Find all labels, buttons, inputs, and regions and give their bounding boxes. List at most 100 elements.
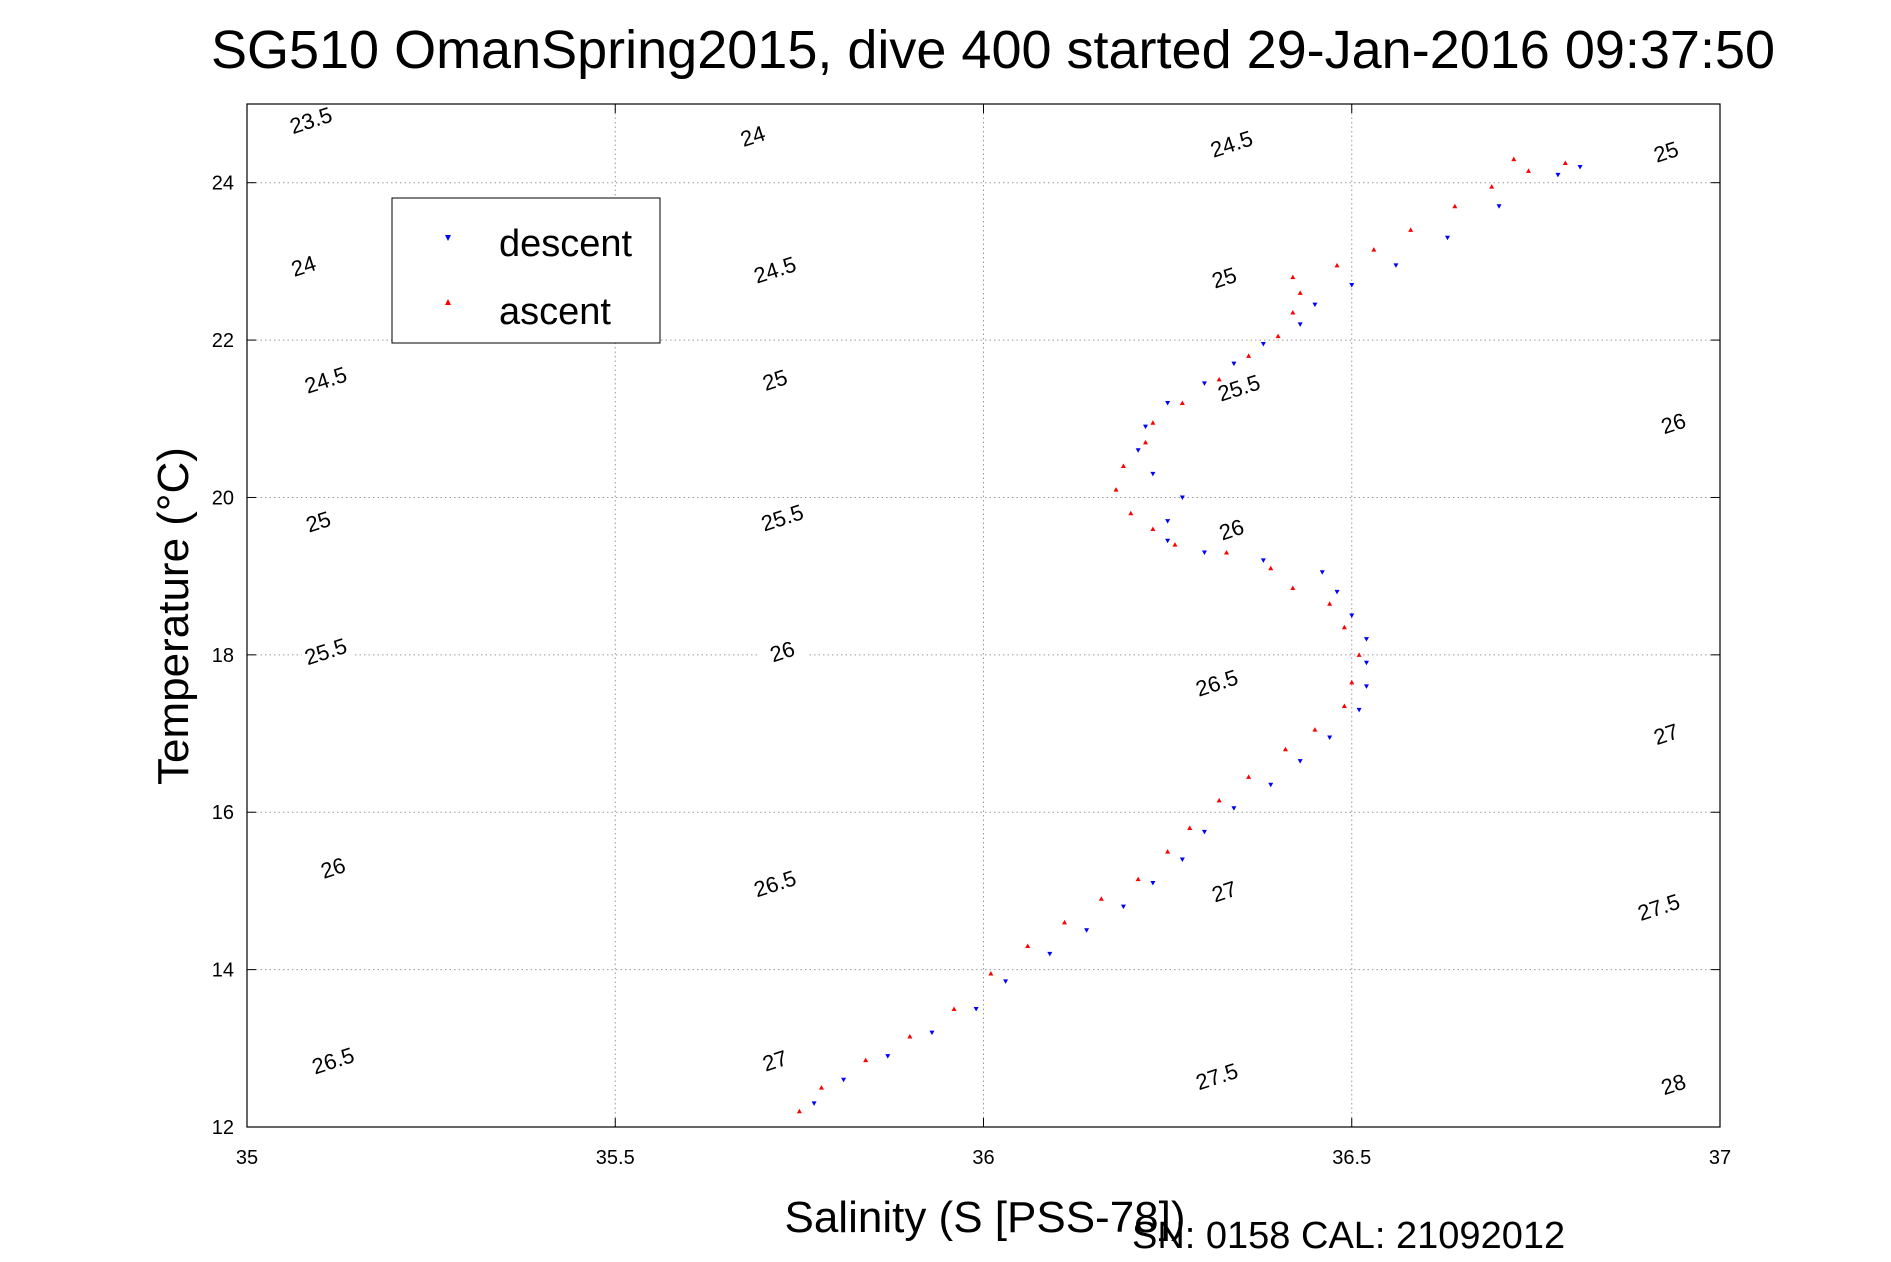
descent-point	[1297, 322, 1303, 327]
contour-label-background	[285, 104, 338, 141]
descent-point	[1179, 857, 1185, 862]
y-tick-label: 18	[212, 645, 234, 667]
contour-label-background	[1206, 514, 1259, 550]
ascent-point	[951, 1006, 957, 1011]
descent-series	[811, 164, 1583, 1106]
descent-point	[1143, 424, 1149, 430]
contour-label-background	[292, 506, 346, 543]
serial-calibration-footer: SN: 0158 CAL: 21092012	[1132, 1215, 1565, 1257]
ascent-point	[1187, 825, 1193, 830]
contour-label-background	[727, 120, 780, 157]
descent-point	[1349, 282, 1355, 288]
x-axis-label: Salinity (S [PSS-78])	[784, 1193, 1185, 1242]
ascent-point	[1165, 849, 1171, 854]
ascent-point	[988, 971, 994, 976]
x-axis-ticks: 35 35.5 36 36.5 37	[236, 104, 1731, 1169]
contour-label-background	[749, 1045, 802, 1082]
ascent-point	[1290, 310, 1296, 315]
contour-label-background	[1198, 876, 1252, 912]
ascent-series	[796, 156, 1568, 1114]
descent-point	[1349, 613, 1355, 618]
ascent-point	[1341, 624, 1347, 630]
contour-label-background	[749, 364, 802, 401]
ascent-point	[1511, 156, 1517, 162]
ascent-point	[1268, 565, 1274, 571]
contour-label-background	[756, 502, 810, 539]
legend-descent-marker	[445, 235, 451, 241]
x-tick-label: 35.5	[596, 1147, 635, 1169]
ascent-point	[1282, 746, 1288, 752]
descent-point	[1577, 164, 1583, 170]
ascent-point	[1135, 876, 1141, 882]
ascent-point	[1113, 487, 1119, 492]
contour-label-background	[1191, 1061, 1244, 1097]
descent-point	[1363, 684, 1369, 689]
descent-point	[1165, 538, 1171, 544]
contour-label-background	[1206, 128, 1259, 165]
ascent-point	[818, 1085, 824, 1090]
ascent-point	[1408, 227, 1414, 232]
descent-point	[1201, 829, 1207, 835]
legend-ascent-marker	[445, 299, 451, 305]
legend-box	[391, 197, 661, 344]
ascent-point	[1297, 290, 1303, 295]
descent-point	[1363, 637, 1369, 642]
y-tick-label: 24	[212, 173, 234, 195]
descent-point	[1444, 235, 1450, 241]
x-tick-label: 35	[236, 1147, 258, 1169]
descent-point	[1201, 381, 1207, 386]
legend-ascent-label: ascent	[499, 291, 611, 333]
ascent-point	[1216, 376, 1222, 382]
contour-label-background	[1648, 1068, 1701, 1105]
ascent-point	[1216, 797, 1222, 803]
descent-point	[1312, 302, 1318, 308]
descent-point	[973, 1006, 979, 1012]
y-tick-label: 16	[212, 802, 234, 824]
descent-point	[1231, 361, 1237, 367]
ascent-point	[1143, 439, 1149, 445]
ascent-point	[1312, 727, 1318, 732]
ascent-point	[1150, 420, 1156, 425]
contour-label-background	[749, 254, 802, 291]
y-tick-label: 12	[212, 1117, 234, 1139]
ascent-point	[1341, 703, 1347, 708]
descent-point	[1496, 204, 1502, 209]
ascent-point	[1246, 353, 1252, 358]
contour-label-background	[307, 852, 361, 889]
legend-descent-label: descent	[499, 223, 633, 265]
ascent-point	[1290, 585, 1296, 590]
descent-point	[1135, 448, 1141, 453]
y-axis-label: Temperature (°C)	[149, 447, 198, 785]
descent-point	[841, 1077, 847, 1083]
contour-label-background	[1640, 718, 1694, 755]
descent-point	[1231, 806, 1237, 811]
descent-point	[1047, 951, 1053, 957]
contour-label-background	[1633, 891, 1686, 928]
descent-point	[811, 1101, 817, 1106]
descent-point	[885, 1054, 891, 1059]
contour-label-background	[749, 868, 802, 905]
contour-label-background	[756, 636, 810, 672]
ascent-point	[1025, 943, 1031, 949]
y-tick-label: 14	[212, 960, 234, 982]
ascent-point	[1128, 510, 1134, 516]
descent-point	[929, 1030, 935, 1036]
contour-label-background	[1640, 136, 1694, 173]
descent-point	[1084, 928, 1090, 933]
chart-title: SG510 OmanSpring2015, dive 400 started 2…	[211, 20, 1775, 80]
ascent-point	[1371, 247, 1377, 252]
contour-label-background	[278, 250, 331, 287]
ascent-point	[1489, 184, 1495, 189]
ascent-point	[1246, 774, 1252, 779]
descent-point	[1363, 660, 1369, 666]
descent-point	[1260, 342, 1266, 347]
descent-point	[1165, 401, 1171, 406]
ascent-point	[1179, 400, 1185, 406]
descent-point	[1319, 570, 1325, 575]
contour-label-background	[1648, 407, 1701, 444]
ascent-point	[1356, 652, 1362, 657]
ascent-point	[796, 1108, 802, 1114]
ascent-point	[1275, 333, 1281, 339]
ascent-point	[907, 1034, 913, 1039]
